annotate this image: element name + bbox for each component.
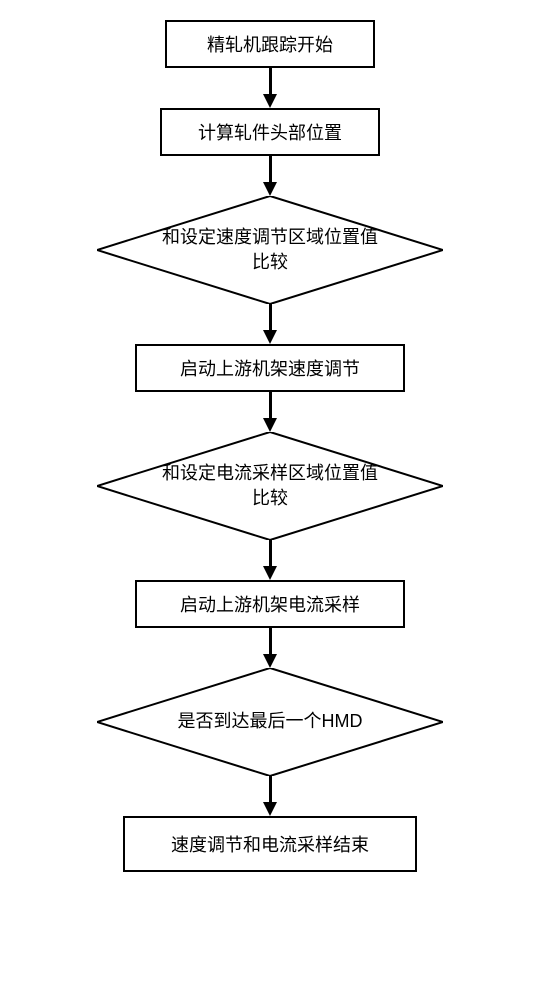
flow-arrow — [263, 776, 277, 816]
flow-arrow — [263, 68, 277, 108]
flow-node-start-current: 启动上游机架电流采样 — [135, 580, 405, 628]
flow-arrow — [263, 392, 277, 432]
flow-node-start: 精轧机跟踪开始 — [165, 20, 375, 68]
flowchart-container: 精轧机跟踪开始 计算轧件头部位置 和设定速度调节区域位置值比较 启动上游机架速度… — [0, 0, 540, 1000]
flow-arrow — [263, 540, 277, 580]
flow-arrow — [263, 304, 277, 344]
flow-arrow — [263, 628, 277, 668]
flow-node-end: 速度调节和电流采样结束 — [123, 816, 417, 872]
node-label: 速度调节和电流采样结束 — [171, 831, 369, 857]
node-label: 是否到达最后一个HMD — [178, 709, 363, 734]
flow-arrow — [263, 156, 277, 196]
flow-node-current-compare: 和设定电流采样区域位置值比较 — [97, 432, 443, 540]
flow-node-speed-compare: 和设定速度调节区域位置值比较 — [97, 196, 443, 304]
node-label: 和设定速度调节区域位置值比较 — [157, 225, 383, 275]
flow-node-calc-position: 计算轧件头部位置 — [160, 108, 380, 156]
node-label: 启动上游机架速度调节 — [180, 355, 360, 381]
node-label: 计算轧件头部位置 — [198, 119, 342, 145]
node-label: 和设定电流采样区域位置值比较 — [157, 461, 383, 511]
node-label: 启动上游机架电流采样 — [180, 591, 360, 617]
flow-node-last-hmd: 是否到达最后一个HMD — [97, 668, 443, 776]
node-label: 精轧机跟踪开始 — [207, 31, 333, 57]
flow-node-start-speed: 启动上游机架速度调节 — [135, 344, 405, 392]
